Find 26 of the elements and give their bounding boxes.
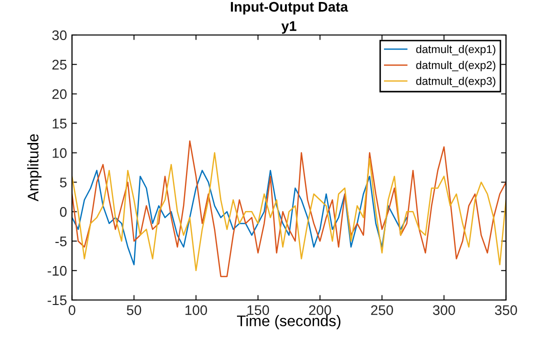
x-tick-label: 300 — [432, 305, 456, 316]
chart-subtitle: y1 — [281, 21, 296, 34]
x-tick-label: 0 — [68, 305, 76, 316]
y-tick-label: 30 — [52, 30, 67, 40]
line-series — [72, 170, 408, 266]
x-tick-label: 150 — [247, 305, 270, 316]
legend-label: datmult_d(exp2) — [416, 60, 496, 72]
y-tick-label: -10 — [48, 266, 67, 276]
legend-label: datmult_d(exp1) — [416, 45, 496, 56]
x-tick-label: 350 — [494, 305, 518, 316]
x-tick-label: 50 — [126, 305, 142, 316]
y-tick-label: 0 — [60, 207, 67, 217]
legend-label: datmult_d(exp3) — [416, 76, 496, 88]
y-tick-label: 10 — [52, 148, 67, 158]
x-axis-title: Time (seconds) — [236, 315, 340, 330]
y-tick-label: 5 — [60, 178, 67, 188]
x-tick-label: 100 — [185, 305, 208, 316]
y-tick-label: -15 — [48, 295, 67, 306]
y-tick-label: 25 — [52, 60, 67, 70]
y-axis-title: Amplitude — [27, 134, 42, 202]
chart-title: Input-Output Data — [230, 2, 348, 14]
y-tick-label: -5 — [55, 236, 67, 246]
x-tick-label: 250 — [371, 305, 394, 316]
y-tick-label: 15 — [52, 118, 67, 129]
y-tick-label: 20 — [52, 89, 67, 100]
x-tick-label: 200 — [309, 305, 332, 316]
